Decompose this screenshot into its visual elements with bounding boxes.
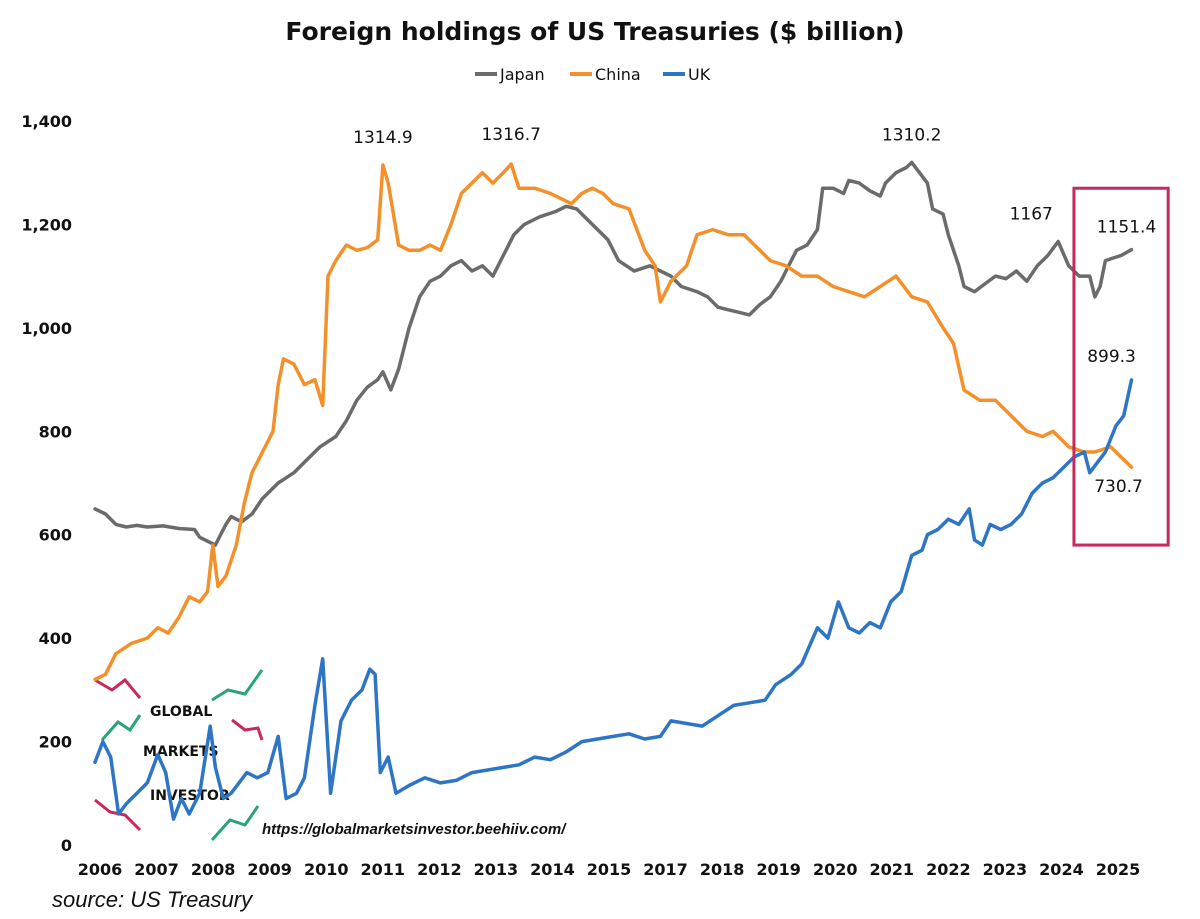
y-tick-label: 800 [39,422,72,441]
legend-label-china: China [595,65,641,84]
x-tick-label: 2019 [756,860,801,879]
source-note: source: US Treasury [52,887,254,912]
x-tick-label: 2023 [983,860,1028,879]
x-tick-label: 2021 [870,860,915,879]
y-tick-label: 0 [61,836,72,855]
annotation-label: 730.7 [1094,477,1143,497]
legend: Japan China UK [475,65,711,84]
y-axis: 0 200 400 600 800 1,000 1,200 1,400 [21,112,72,855]
x-tick-label: 2020 [813,860,858,879]
x-tick-label: 2011 [361,860,406,879]
annotation-label: 1314.9 [353,128,412,148]
x-tick-label: 2014 [530,860,575,879]
x-tick-label: 2018 [700,860,745,879]
logo-line3: INVESTOR [150,788,230,804]
y-tick-label: 1,400 [21,112,72,131]
x-axis: 2006 2007 2008 2009 2010 2011 2012 2013 2014 2015… [78,860,1141,879]
annotation-label: 1167 [1010,204,1053,224]
legend-label-uk: UK [688,65,711,84]
x-tick-label: 2012 [417,860,462,879]
annotation-label: 1316.7 [481,125,540,145]
x-tick-label: 2013 [474,860,519,879]
y-tick-label: 1,000 [21,319,72,338]
series-line-japan [93,160,1134,547]
x-tick-label: 2010 [304,860,349,879]
annotation-label: 1310.2 [882,125,941,145]
series-line-china [93,162,1134,682]
y-tick-label: 600 [39,526,72,545]
series-lines [93,160,1170,821]
series-line-uk [93,378,1134,821]
x-tick-label: 2015 [587,860,632,879]
logo-line2: MARKETS [143,744,219,760]
x-tick-label: 2022 [926,860,971,879]
logo-line1: GLOBAL [150,704,212,720]
x-tick-label: 2017 [643,860,688,879]
x-tick-label: 2007 [134,860,179,879]
x-tick-label: 2024 [1039,860,1084,879]
y-tick-label: 200 [39,733,72,752]
highlight-box [1072,186,1170,547]
annotations: 1314.9 1316.7 1310.2 1167 1151.4 899.3 730.7 [353,125,1156,497]
chart-title: Foreign holdings of US Treasuries ($ bil… [285,17,904,46]
watermark-url: https://globalmarketsinvestor.beehiiv.co… [262,821,567,838]
y-tick-label: 1,200 [21,215,72,234]
y-tick-label: 400 [39,629,72,648]
legend-label-japan: Japan [499,65,545,84]
x-tick-label: 2006 [78,860,123,879]
x-tick-label: 2009 [247,860,292,879]
x-tick-label: 2025 [1096,860,1141,879]
annotation-label: 899.3 [1087,347,1136,367]
annotation-label: 1151.4 [1097,218,1156,238]
x-tick-label: 2008 [191,860,236,879]
